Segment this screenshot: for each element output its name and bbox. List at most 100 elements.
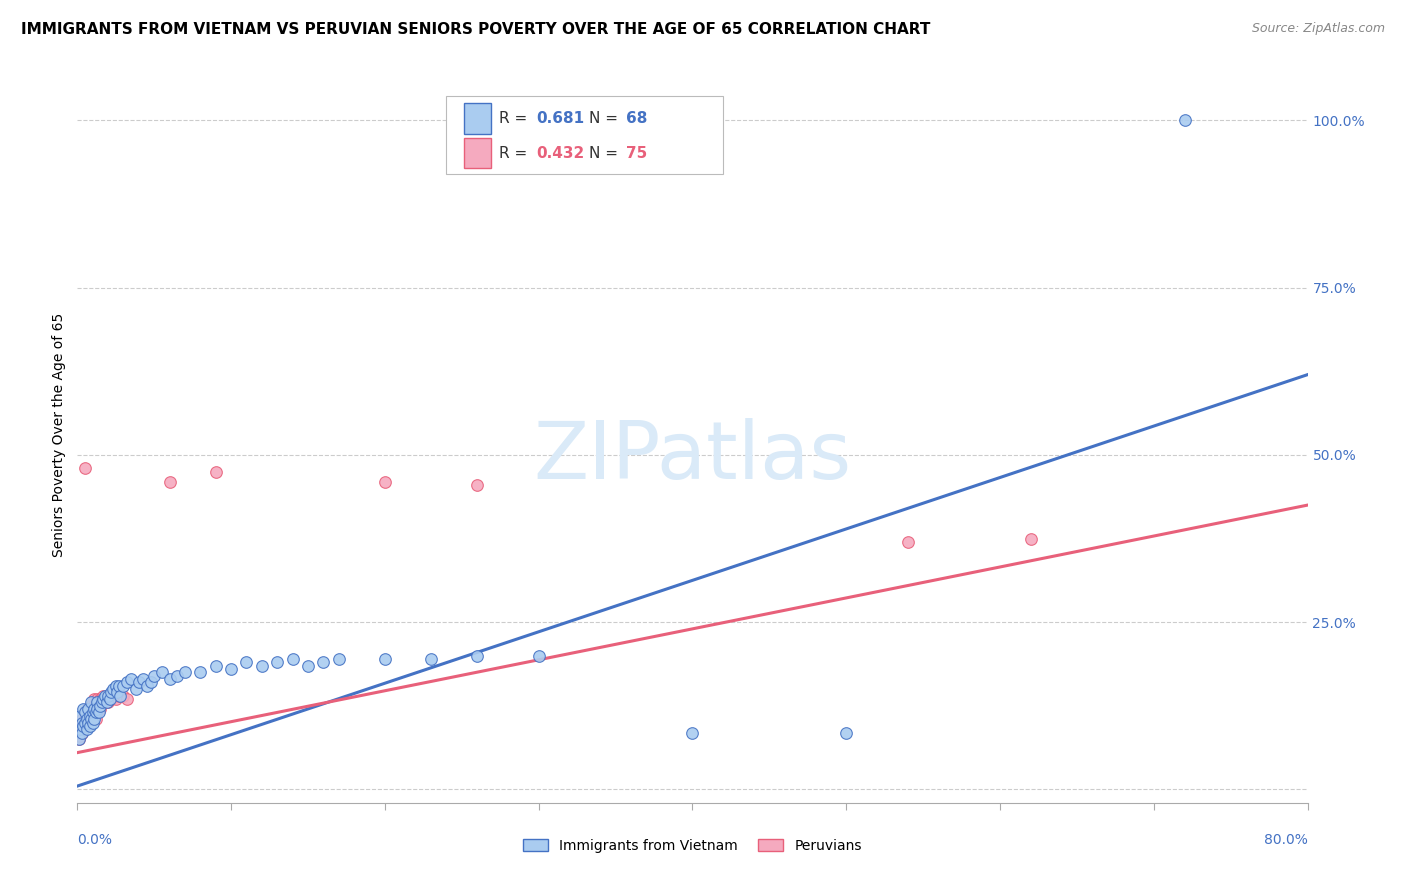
Point [897, 534, 920, 549]
Point [219, 662, 242, 676]
Point [77, 715, 100, 730]
Point [79, 702, 101, 716]
Point [67, 732, 90, 747]
Point [465, 648, 488, 663]
Point [76, 708, 98, 723]
Point [115, 675, 138, 690]
Point [128, 675, 150, 690]
Text: 0.681: 0.681 [536, 111, 585, 126]
Point [83, 692, 105, 706]
Point [89, 698, 111, 713]
Point [97, 696, 120, 710]
Point [98, 689, 121, 703]
Point [110, 689, 132, 703]
Point [374, 652, 396, 666]
Point [86, 702, 108, 716]
Point [266, 655, 288, 669]
Point [76, 712, 98, 726]
Point [1019, 532, 1042, 546]
Point [465, 478, 488, 492]
Text: 75: 75 [626, 145, 647, 161]
Point [86, 696, 108, 710]
Point [93, 692, 115, 706]
Point [86, 706, 108, 720]
Point [83, 712, 105, 726]
FancyBboxPatch shape [464, 103, 491, 134]
Text: 68: 68 [626, 111, 647, 126]
Legend: Immigrants from Vietnam, Peruvians: Immigrants from Vietnam, Peruvians [517, 833, 868, 858]
Point [100, 692, 122, 706]
Point [84, 696, 107, 710]
Point [112, 689, 135, 703]
Text: N =: N = [589, 111, 623, 126]
Point [79, 708, 101, 723]
Point [70, 725, 93, 739]
Point [374, 475, 396, 489]
Point [281, 652, 304, 666]
Point [115, 692, 138, 706]
Point [73, 712, 96, 726]
Point [84, 706, 107, 720]
Point [101, 689, 124, 703]
Point [90, 696, 114, 710]
Point [80, 698, 103, 713]
Point [132, 672, 155, 686]
Point [77, 712, 100, 726]
Point [79, 719, 101, 733]
Point [527, 648, 550, 663]
Point [94, 692, 117, 706]
Point [89, 692, 111, 706]
Point [82, 715, 104, 730]
Point [72, 719, 94, 733]
FancyBboxPatch shape [447, 96, 723, 174]
Point [69, 715, 91, 730]
Point [90, 692, 114, 706]
Point [70, 712, 93, 726]
Point [101, 681, 124, 696]
Point [100, 685, 122, 699]
Point [82, 696, 104, 710]
Point [250, 658, 273, 673]
Text: 0.0%: 0.0% [77, 833, 112, 847]
Point [108, 679, 131, 693]
Point [420, 652, 443, 666]
Point [67, 725, 90, 739]
Point [84, 712, 107, 726]
Point [125, 681, 148, 696]
Point [159, 475, 181, 489]
Point [87, 706, 110, 720]
Point [96, 696, 118, 710]
Point [166, 669, 188, 683]
Point [73, 719, 96, 733]
Point [159, 672, 181, 686]
Point [94, 689, 117, 703]
Point [77, 706, 100, 720]
Point [80, 712, 103, 726]
Point [93, 689, 115, 703]
Point [141, 675, 163, 690]
Point [73, 706, 96, 720]
Point [112, 679, 135, 693]
Point [312, 655, 335, 669]
Point [188, 665, 212, 680]
Point [79, 708, 101, 723]
Point [82, 706, 104, 720]
Point [204, 658, 226, 673]
Point [76, 715, 98, 730]
Point [69, 723, 91, 737]
Point [69, 723, 91, 737]
Point [835, 725, 858, 739]
Point [97, 689, 120, 703]
Point [143, 669, 166, 683]
Point [73, 706, 96, 720]
Point [120, 672, 142, 686]
Point [150, 665, 173, 680]
Point [96, 689, 118, 703]
Point [104, 679, 127, 693]
Point [108, 689, 131, 703]
Text: R =: R = [499, 111, 533, 126]
Point [77, 702, 100, 716]
Point [69, 708, 91, 723]
Point [70, 719, 93, 733]
Point [67, 732, 90, 747]
